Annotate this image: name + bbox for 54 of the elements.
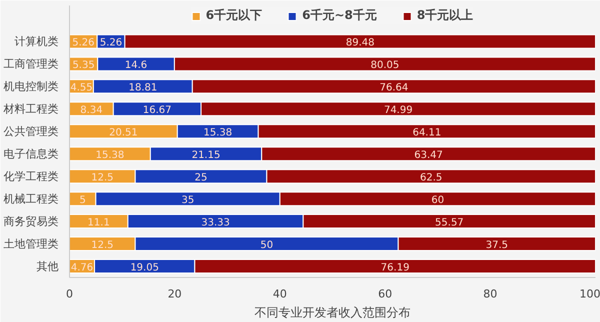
data-label: 89.48 bbox=[346, 37, 374, 48]
data-label: 76.19 bbox=[380, 262, 410, 274]
data-label: 74.99 bbox=[384, 104, 413, 116]
data-label: 25 bbox=[194, 172, 208, 184]
data-label: 19.05 bbox=[130, 262, 159, 274]
data-label: 15.38 bbox=[204, 127, 232, 138]
data-label: 37.5 bbox=[486, 240, 508, 251]
data-label: 11.1 bbox=[88, 217, 110, 228]
y-tick-label: 公共管理类 bbox=[4, 124, 58, 138]
y-tick-label: 其他 bbox=[36, 260, 58, 273]
x-axis-title: 不同专业开发者收入范围分布 bbox=[254, 306, 410, 320]
y-tick-label: 商务贸易类 bbox=[4, 214, 58, 228]
data-label: 14.6 bbox=[124, 60, 148, 71]
x-tick-label: 20 bbox=[168, 288, 182, 300]
y-tick-label: 化学工程类 bbox=[4, 170, 58, 183]
y-tick-label: 机电控制类 bbox=[4, 80, 58, 93]
data-label: 62.5 bbox=[420, 172, 442, 184]
x-tick-label: 40 bbox=[272, 288, 287, 300]
data-label: 5 bbox=[79, 194, 86, 206]
legend-label: 6千元~8千元 bbox=[302, 7, 377, 24]
data-label: 12.5 bbox=[91, 172, 114, 184]
data-label: 5.26 bbox=[100, 37, 122, 48]
legend-label: 6千元以下 bbox=[206, 7, 262, 24]
y-tick-label: 土地管理类 bbox=[4, 237, 58, 250]
data-label: 64.11 bbox=[412, 127, 442, 138]
data-label: 50 bbox=[260, 240, 274, 251]
data-label: 63.47 bbox=[414, 150, 443, 161]
x-tick-label: 0 bbox=[66, 288, 73, 300]
data-label: 55.57 bbox=[435, 217, 464, 228]
data-label: 80.05 bbox=[370, 60, 400, 71]
x-tick-label: 80 bbox=[483, 288, 498, 300]
data-label: 33.33 bbox=[201, 217, 230, 228]
data-label: 4.55 bbox=[70, 82, 93, 94]
x-tick-label: 60 bbox=[378, 288, 392, 300]
data-label: 76.64 bbox=[380, 82, 408, 94]
legend-label: 8千元以上 bbox=[416, 7, 474, 24]
data-label: 8.34 bbox=[80, 104, 103, 116]
y-tick-label: 机械工程类 bbox=[4, 192, 58, 206]
data-label: 15.38 bbox=[96, 150, 124, 161]
data-label: 20.51 bbox=[109, 127, 138, 138]
data-label: 5.35 bbox=[72, 60, 95, 71]
y-tick-label: 工商管理类 bbox=[4, 57, 58, 70]
y-tick-label: 电子信息类 bbox=[4, 147, 58, 160]
data-label: 16.67 bbox=[142, 104, 172, 116]
data-label: 5.26 bbox=[72, 37, 94, 48]
data-label: 60 bbox=[431, 194, 444, 206]
data-label: 18.81 bbox=[128, 82, 158, 94]
data-label: 12.5 bbox=[91, 240, 114, 251]
data-label: 21.15 bbox=[192, 150, 220, 161]
y-tick-label: 材料工程类 bbox=[2, 102, 58, 116]
y-tick-label: 计算机类 bbox=[14, 34, 58, 48]
data-label: 35 bbox=[181, 194, 194, 206]
x-tick-label: 100 bbox=[580, 288, 600, 300]
data-label: 4.76 bbox=[70, 262, 94, 274]
